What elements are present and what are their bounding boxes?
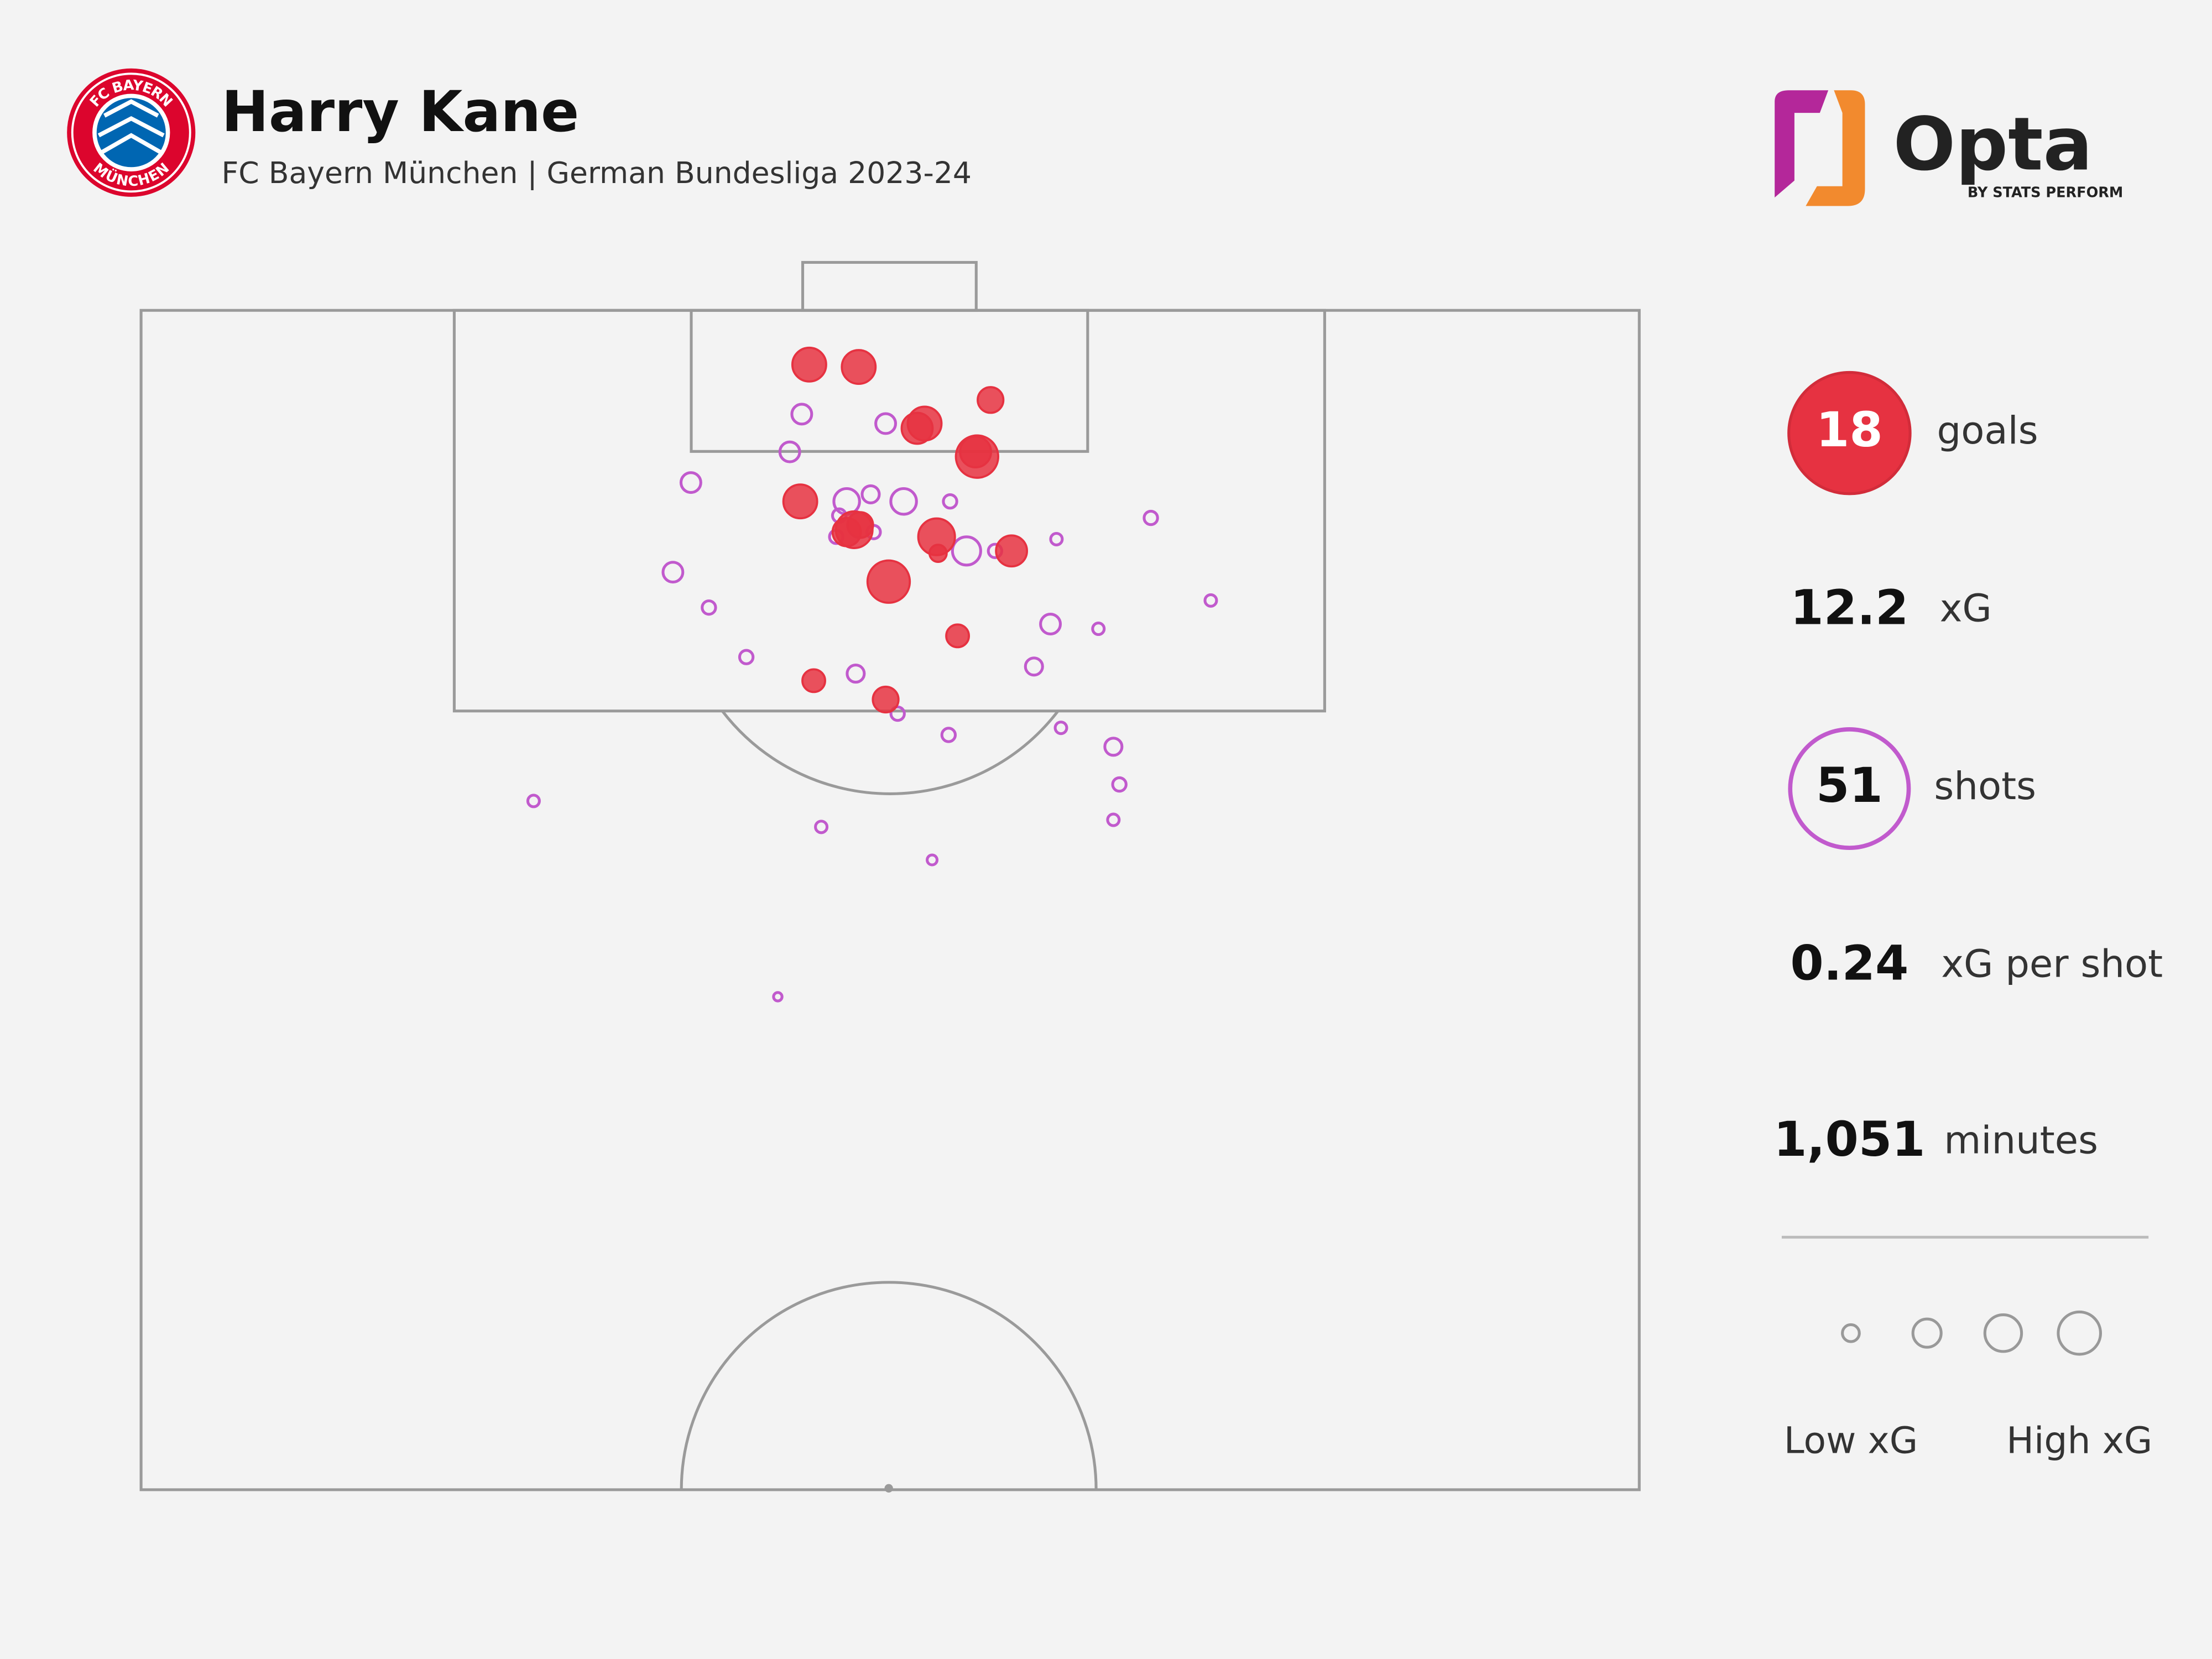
logo-shape [1806, 90, 1865, 206]
shot [701, 599, 717, 616]
shot [679, 471, 702, 494]
shot [940, 727, 957, 743]
shot [942, 493, 958, 510]
stat-value: 12.2 [1790, 580, 1908, 636]
shot [1111, 776, 1128, 793]
shot [772, 991, 784, 1003]
shot [874, 412, 898, 435]
goal-shot [841, 349, 877, 385]
shot [1091, 622, 1106, 637]
size-key [1841, 1323, 1861, 1343]
shot [1106, 812, 1121, 827]
stat-name: minutes [1944, 1118, 2098, 1162]
stat-value: 18 [1816, 402, 1883, 458]
badge-blue [92, 93, 170, 171]
shot [951, 535, 982, 567]
penalty-arc [721, 710, 1060, 795]
shot [1049, 531, 1064, 546]
shot [1053, 721, 1068, 735]
shot [1142, 509, 1159, 526]
stat-value: 1,051 [1773, 1112, 1925, 1167]
goal-shot [846, 511, 874, 539]
legend-high: High xG [2006, 1419, 2152, 1462]
logo-tagline: BY STATS PERFORM [1968, 184, 2123, 201]
shot [846, 664, 866, 684]
shot [926, 853, 939, 867]
goal-shot [928, 544, 948, 563]
goal-shot [782, 483, 818, 520]
goal-shot [995, 534, 1029, 568]
goal [801, 260, 978, 312]
stat-name: xG per shot [1941, 942, 2163, 986]
shot [1024, 656, 1044, 677]
goal-shot [791, 346, 827, 383]
size-key [1911, 1317, 1943, 1349]
legend-low: Low xG [1784, 1419, 1918, 1462]
shot [1203, 593, 1218, 608]
goal-shot [900, 411, 934, 445]
goals-badge [1787, 371, 1912, 495]
title: Harry Kane [222, 79, 580, 145]
stat-name: shots [1934, 764, 2036, 808]
size-key [1983, 1313, 2023, 1353]
stat-value: 51 [1816, 758, 1883, 813]
shot [889, 487, 918, 516]
shot [860, 484, 881, 504]
goal-shot [801, 668, 826, 693]
stat-name: goals [1937, 409, 2038, 453]
goal-shot [959, 435, 993, 469]
logo-text: Opta [1893, 102, 2093, 187]
goal-shot [945, 623, 971, 649]
shot [526, 794, 541, 808]
badge-pattern [97, 99, 165, 154]
shot [790, 403, 813, 426]
shot [1039, 613, 1062, 635]
centre-circle [680, 1281, 1098, 1490]
stat-value: 0.24 [1790, 935, 1908, 991]
goal-shot [977, 386, 1005, 414]
shot [778, 440, 801, 463]
stat-name: xG [1940, 587, 1992, 631]
stats-panel: Low xG High xG 18 goals 12.2 xG 51 shots 0.24 x… [1773, 371, 2163, 1462]
shot [661, 561, 685, 584]
shots-badge [1788, 727, 1911, 850]
shot [1103, 737, 1124, 757]
goal-shot [866, 559, 911, 604]
club-badge: FC BAYERN MÜNCHEN [67, 68, 196, 197]
opta-logo: Opta BY STATS PERFORM [1775, 90, 2123, 206]
goal-shot [872, 685, 900, 714]
shot [889, 705, 906, 722]
shots-layer [526, 346, 1218, 1003]
shot [814, 820, 829, 834]
shot [738, 649, 755, 665]
subtitle: FC Bayern München | German Bundesliga 20… [222, 155, 972, 190]
logo-shape [1775, 90, 1829, 198]
size-key [2057, 1310, 2103, 1356]
centre-spot [884, 1484, 893, 1493]
